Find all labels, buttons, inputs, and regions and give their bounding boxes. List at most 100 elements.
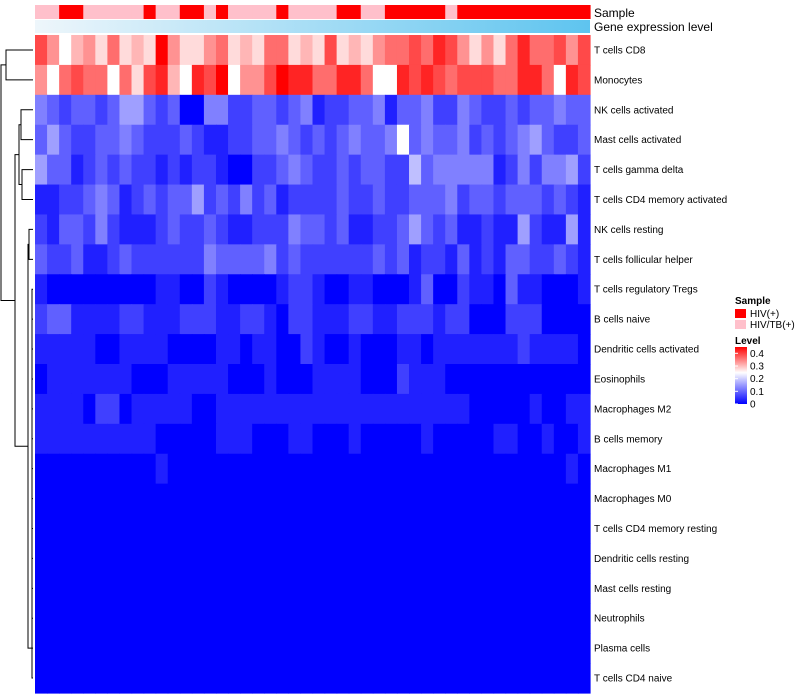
heatmap-cell — [276, 513, 289, 545]
heatmap-cell — [396, 663, 410, 694]
heatmap-cell — [409, 304, 422, 335]
heatmap-cell — [360, 124, 374, 156]
heatmap-cell — [47, 364, 60, 395]
heatmap-cell — [517, 304, 531, 335]
heatmap-cell — [469, 393, 483, 425]
heatmap-cell — [143, 304, 157, 335]
heatmap-cell — [83, 513, 96, 545]
heatmap-cell — [469, 244, 483, 275]
heatmap-cell — [553, 304, 567, 335]
heatmap-cell — [95, 663, 108, 694]
heatmap-cell — [348, 304, 362, 335]
heatmap-cell — [155, 573, 169, 604]
heatmap-cell — [179, 453, 193, 485]
heatmap-cell — [288, 453, 302, 485]
heatmap-cell — [445, 274, 458, 305]
heatmap-cell — [95, 393, 108, 425]
heatmap-cell — [529, 513, 543, 545]
heatmap-cell — [95, 334, 108, 365]
heatmap-cell — [215, 483, 229, 515]
heatmap-cell — [191, 573, 205, 604]
heatmap-cell — [529, 304, 543, 335]
heatmap-cell — [372, 423, 386, 455]
heatmap-cell — [252, 274, 265, 305]
sample-annotation-cell — [469, 5, 483, 19]
heatmap-cell — [409, 633, 422, 664]
heatmap-cell — [47, 274, 60, 305]
legend-level-tick-label: 0.4 — [750, 349, 764, 360]
heatmap-cell — [481, 154, 495, 186]
heatmap-cell — [240, 633, 253, 664]
sample-annotation-cell — [360, 5, 374, 19]
heatmap-cell — [252, 513, 265, 545]
heatmap-cell — [203, 603, 217, 634]
heatmap-cell — [360, 334, 374, 365]
heatmap-cell — [553, 573, 567, 604]
heatmap-cell — [336, 573, 350, 604]
heatmap-cell — [336, 214, 350, 245]
heatmap-cell — [517, 334, 531, 365]
sample-annotation-cell — [565, 5, 579, 19]
heatmap-cell — [553, 423, 567, 455]
heatmap-cell — [215, 184, 229, 216]
heatmap-cell — [312, 124, 326, 156]
heatmap-cell — [203, 244, 217, 275]
heatmap-cell — [421, 393, 434, 425]
heatmap-cell — [348, 35, 362, 66]
heatmap-cell — [421, 513, 434, 545]
heatmap-cell — [179, 124, 193, 156]
heatmap-cell — [396, 214, 410, 245]
heatmap-cell — [541, 35, 555, 66]
heatmap-cell — [252, 603, 265, 634]
heatmap-cell — [215, 304, 229, 335]
sample-annotation-cell — [191, 5, 205, 19]
row-label: T cells CD4 naive — [594, 674, 673, 685]
heatmap-cell — [336, 663, 350, 694]
heatmap-cell — [240, 94, 253, 126]
heatmap-cell — [541, 663, 555, 694]
heatmap-cell — [119, 513, 133, 545]
heatmap-cell — [541, 453, 555, 485]
heatmap-cell — [409, 663, 422, 694]
sample-annotation-cell — [396, 5, 410, 19]
heatmap-cell — [252, 184, 265, 216]
heatmap-cell — [505, 274, 519, 305]
heatmap-cell — [119, 633, 133, 664]
heatmap-cell — [409, 364, 422, 395]
heatmap-cell — [541, 513, 555, 545]
heatmap-cell — [252, 633, 265, 664]
heatmap-cell — [155, 483, 169, 515]
heatmap-cell — [457, 453, 470, 485]
heatmap-cell — [228, 334, 241, 365]
heatmap-cell — [577, 633, 591, 664]
heatmap-cell — [240, 364, 253, 395]
heatmap-cell — [179, 64, 193, 96]
heatmap-cell — [179, 603, 193, 634]
heatmap-cell — [83, 64, 96, 96]
heatmap-cell — [312, 393, 326, 425]
heatmap-cell — [529, 334, 543, 365]
heatmap-cell — [421, 453, 434, 485]
heatmap-cell — [288, 573, 302, 604]
heatmap-cell — [215, 364, 229, 395]
heatmap-cell — [107, 154, 121, 186]
heatmap-cell — [167, 543, 181, 574]
heatmap-cell — [445, 184, 458, 216]
heatmap-cell — [191, 453, 205, 485]
heatmap-cell — [179, 573, 193, 604]
heatmap-cell — [409, 274, 422, 305]
heatmap-cell — [409, 244, 422, 275]
heatmap-cell — [240, 663, 253, 694]
heatmap-cell — [348, 663, 362, 694]
heatmap-cell — [360, 304, 374, 335]
heatmap-cell — [240, 64, 253, 96]
sample-annotation-cell — [445, 5, 458, 19]
heatmap-cell — [288, 124, 302, 156]
heatmap-cell — [95, 453, 108, 485]
sample-annotation-cell — [517, 5, 531, 19]
heatmap-cell — [191, 364, 205, 395]
heatmap-cell — [336, 35, 350, 66]
heatmap-cell — [324, 35, 338, 66]
heatmap-cell — [155, 35, 169, 66]
sample-annotation-cell — [324, 5, 338, 19]
